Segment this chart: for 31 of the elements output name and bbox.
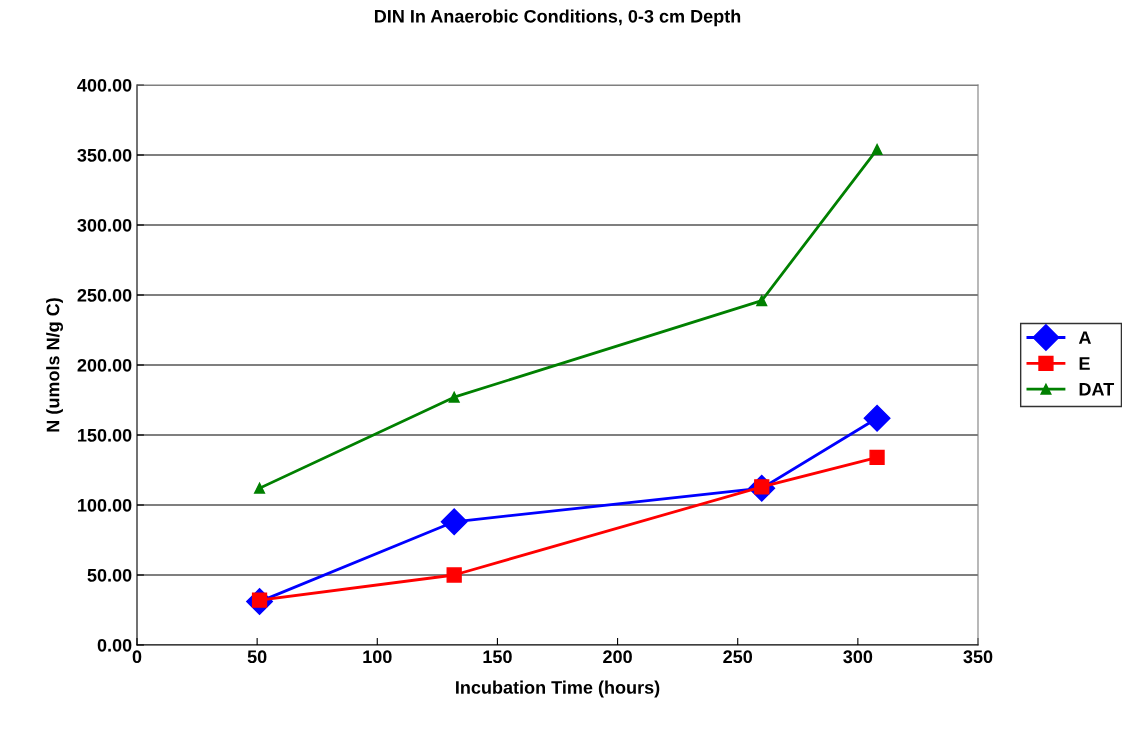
- y-tick-label: 250.00: [77, 288, 132, 302]
- x-axis-title: Incubation Time (hours): [456, 680, 660, 698]
- legend-label: A: [1078, 331, 1092, 344]
- x-tick-label: 250: [723, 650, 753, 664]
- x-tick-label: 50: [247, 650, 267, 664]
- y-tick-label: 0.00: [97, 638, 132, 652]
- x-tick-label: 300: [843, 650, 873, 664]
- y-tick-label: 300.00: [77, 218, 132, 232]
- x-tick-label: 100: [363, 650, 392, 664]
- point: [756, 295, 768, 307]
- x-tick-label: 350: [963, 650, 993, 664]
- x-tick-label: 200: [603, 650, 632, 664]
- y-tick-label: 50.00: [87, 568, 132, 582]
- y-tick-label: 400.00: [77, 78, 132, 92]
- chart-title: DIN In Anaerobic Conditions, 0-3 cm Depth: [374, 9, 741, 27]
- y-tick-label: 100.00: [78, 498, 132, 512]
- legend-label: DAT: [1079, 383, 1115, 396]
- point: [871, 143, 883, 155]
- point: [253, 482, 266, 494]
- x-tick-label: 150: [483, 650, 512, 664]
- point: [869, 449, 885, 466]
- point: [448, 391, 460, 403]
- y-axis-title: N (umols N/g C): [46, 298, 64, 432]
- point: [446, 567, 462, 583]
- y-tick-label: 350.00: [77, 148, 132, 162]
- x-tick-label: 0: [132, 650, 142, 664]
- y-tick-label: 200.00: [77, 358, 132, 372]
- legend-label: E: [1079, 357, 1090, 370]
- point: [863, 404, 891, 432]
- point: [440, 508, 468, 536]
- y-tick-label: 150.00: [78, 428, 132, 442]
